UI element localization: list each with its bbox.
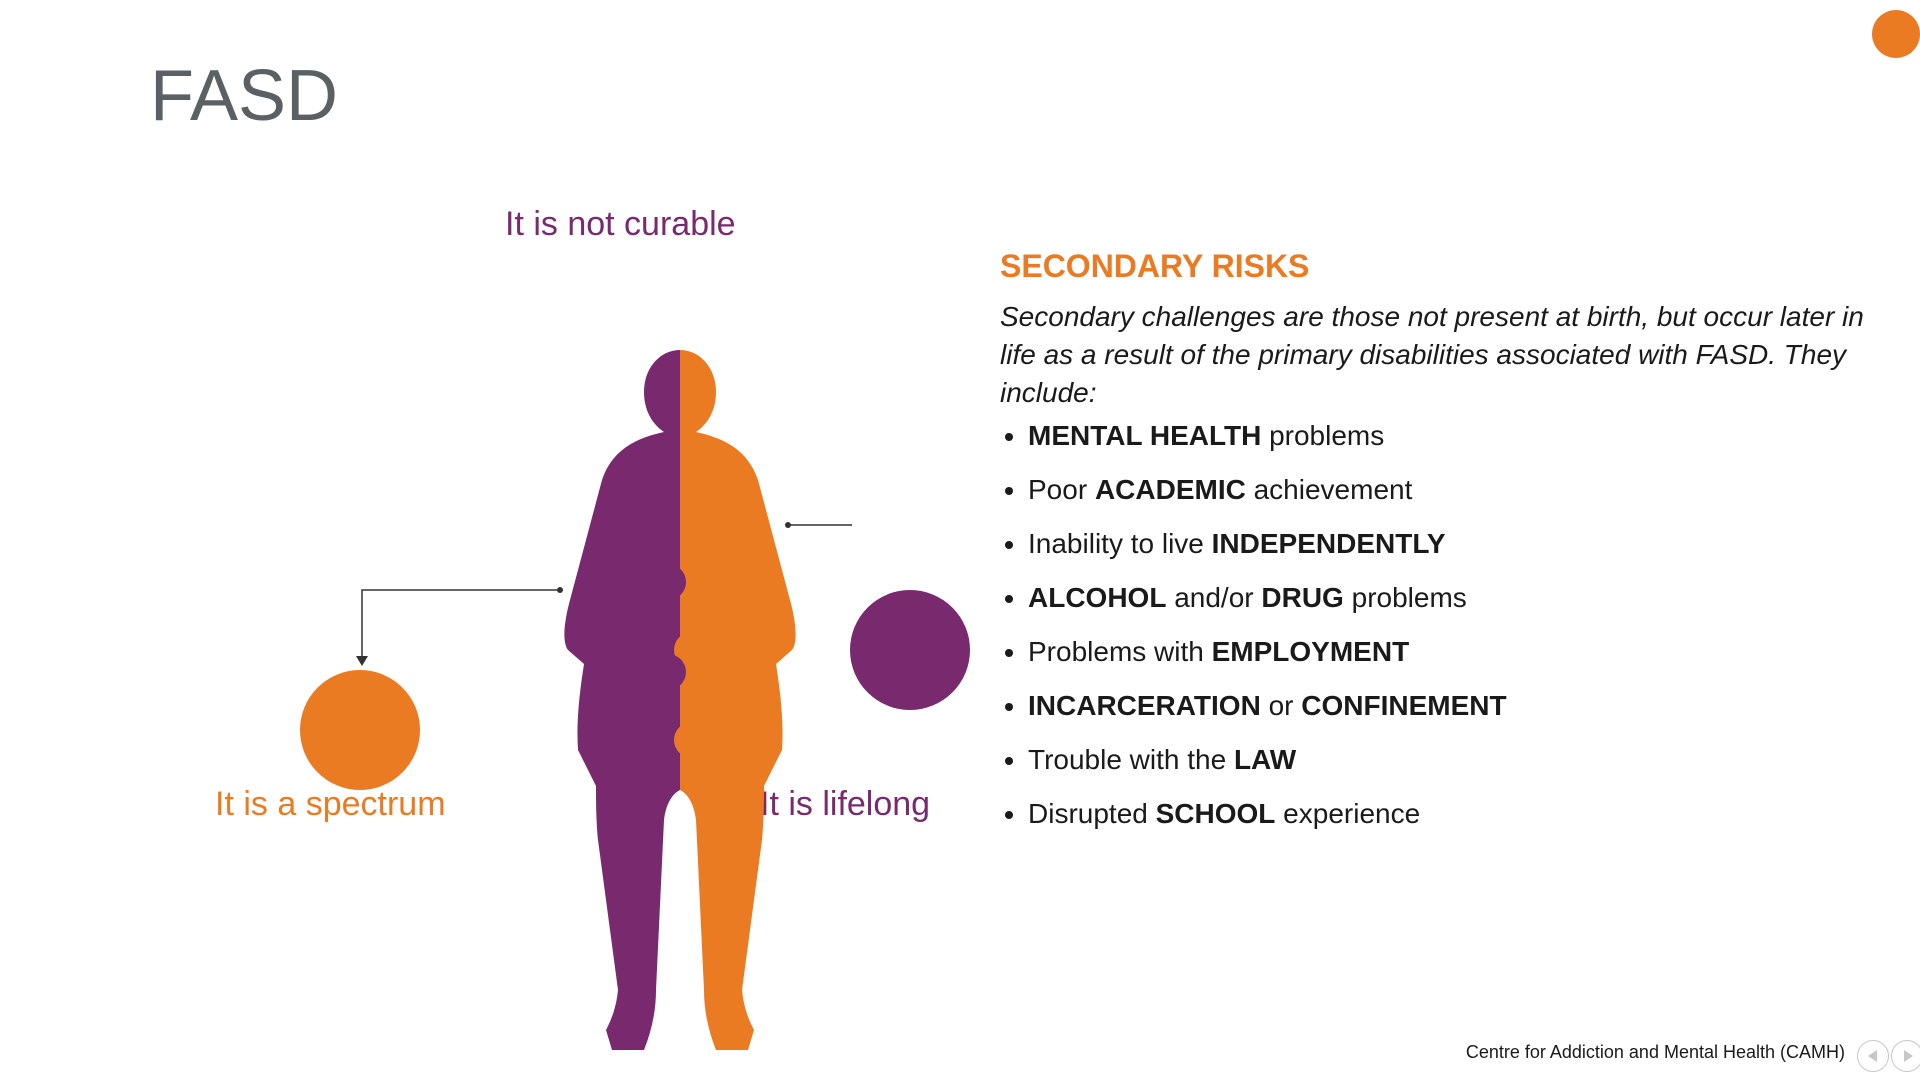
list-item: Problems with EMPLOYMENT [1028, 636, 1507, 668]
human-figure-icon [540, 350, 820, 1060]
source-credit: Centre for Addiction and Mental Health (… [1466, 1042, 1845, 1063]
connector-left [352, 580, 570, 670]
secondary-risks-list: MENTAL HEALTH problems Poor ACADEMIC achi… [1000, 420, 1507, 852]
next-slide-button[interactable] [1891, 1040, 1920, 1072]
accent-dot [1872, 10, 1920, 58]
connector-right [782, 519, 858, 531]
list-item: Inability to live INDEPENDENTLY [1028, 528, 1507, 560]
list-item: INCARCERATION or CONFINEMENT [1028, 690, 1507, 722]
label-spectrum: It is a spectrum [215, 785, 446, 824]
list-item: Poor ACADEMIC achievement [1028, 474, 1507, 506]
list-item: Disrupted SCHOOL experience [1028, 798, 1507, 830]
lifelong-circle-icon [850, 590, 970, 710]
chevron-left-icon [1868, 1050, 1877, 1062]
list-item: Trouble with the LAW [1028, 744, 1507, 776]
prev-slide-button[interactable] [1857, 1040, 1889, 1072]
list-item: ALCOHOL and/or DRUG problems [1028, 582, 1507, 614]
label-not-curable: It is not curable [505, 205, 736, 244]
chevron-right-icon [1904, 1050, 1913, 1062]
spectrum-circle-icon [300, 670, 420, 790]
secondary-risks-heading: SECONDARY RISKS [1000, 248, 1309, 285]
list-item: MENTAL HEALTH problems [1028, 420, 1507, 452]
secondary-risks-intro: Secondary challenges are those not prese… [1000, 298, 1880, 411]
page-title: FASD [150, 55, 338, 137]
